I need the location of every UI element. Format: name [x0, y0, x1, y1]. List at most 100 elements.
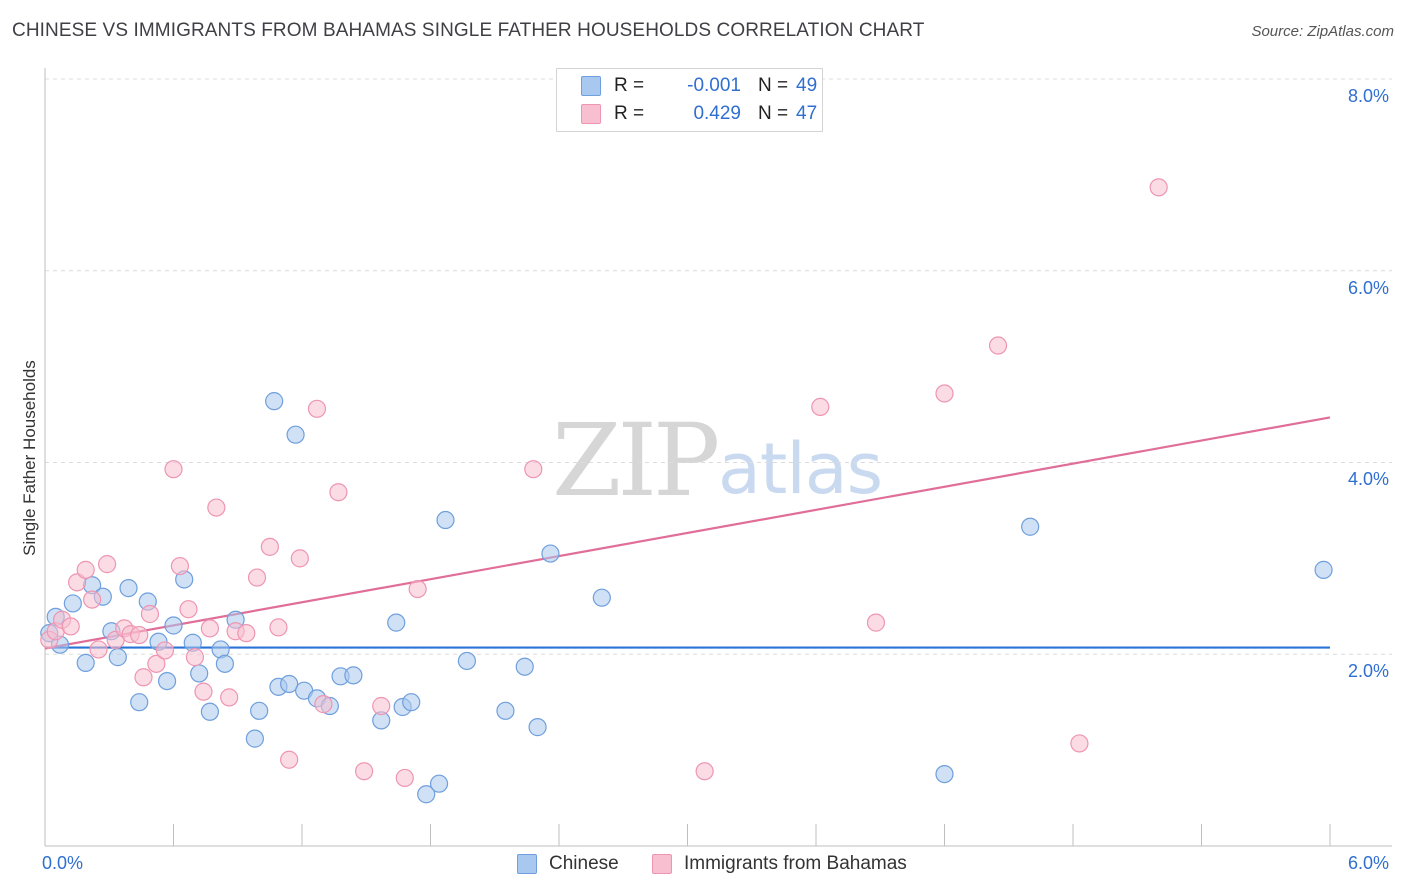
chinese-point	[496, 701, 515, 720]
bahamas-point	[130, 625, 149, 645]
bahamas-point	[695, 762, 714, 781]
bahamas-point	[866, 613, 886, 632]
chinese-point	[344, 666, 363, 685]
chinese-point	[280, 674, 299, 694]
legend-r-value: -0.001	[687, 75, 741, 96]
bahamas-point	[290, 549, 309, 568]
chinese-point	[108, 648, 127, 667]
bahamas-point	[207, 498, 226, 517]
bahamas-point	[329, 483, 348, 502]
legend-n-value: 49	[796, 75, 818, 96]
legend-n-label: N =	[758, 103, 789, 124]
bahamas-point	[269, 618, 288, 637]
axes	[44, 68, 1392, 847]
y-tick-label-2: 2.0%	[1348, 661, 1390, 681]
chinese-point	[76, 653, 95, 672]
bahamas-point	[811, 397, 830, 416]
chinese-point	[402, 693, 421, 712]
chinese-point	[164, 616, 183, 635]
chinese-point	[286, 425, 305, 444]
bahamas-point	[260, 537, 279, 556]
bahamas-point	[1070, 734, 1089, 753]
x-tick-label-min: 0.0%	[42, 853, 84, 873]
legend-r-label: R =	[614, 75, 645, 96]
bahamas-point	[98, 555, 117, 574]
chinese-point	[265, 392, 284, 411]
chinese-point	[429, 774, 449, 793]
chinese-point	[436, 510, 455, 530]
legend-n-label: N =	[758, 75, 789, 96]
chinese-point	[215, 654, 234, 673]
watermark-atlas: atlas	[718, 428, 883, 510]
chinese-point	[515, 657, 534, 676]
bahamas-point	[164, 460, 183, 479]
bahamas-point	[408, 579, 427, 599]
correlation-legend: R = -0.001 N = 49 R = 0.429 N = 47	[556, 68, 823, 132]
chinese-point	[245, 729, 264, 748]
chinese-point	[387, 613, 406, 632]
bahamas-point	[220, 688, 239, 707]
bottom-legend-label: Chinese	[549, 853, 619, 874]
chinese-point	[457, 651, 477, 671]
chinese-point	[63, 594, 82, 613]
bahamas-point	[155, 641, 175, 660]
chinese-point	[200, 702, 220, 721]
bahamas-point	[170, 556, 190, 576]
bottom-legend-label: Immigrants from Bahamas	[684, 853, 907, 874]
trend-lines	[44, 416, 1331, 650]
chinese-point	[190, 664, 209, 683]
bahamas-point	[140, 604, 160, 624]
x-tick-label-max: 6.0%	[1348, 853, 1390, 873]
chinese-point	[528, 718, 547, 737]
bahamas-point	[179, 600, 198, 619]
bahamas-point	[395, 768, 414, 788]
bahamas-point	[200, 619, 220, 638]
source-credit: Source: ZipAtlas.com	[1251, 23, 1394, 40]
bahamas-point	[147, 654, 166, 673]
chinese-point	[157, 671, 177, 691]
bahamas-point	[185, 648, 205, 667]
chinese-point	[130, 693, 149, 712]
chinese-point	[1314, 560, 1333, 579]
legend-swatch-pink	[581, 104, 601, 124]
bahamas-point	[76, 560, 95, 579]
bahamas-point	[83, 590, 102, 609]
bahamas-point	[372, 696, 391, 716]
bahamas-trend-line	[44, 416, 1331, 650]
y-tick-label-6: 6.0%	[1348, 278, 1390, 298]
legend-swatch-blue	[581, 76, 601, 96]
watermark-zip: ZIP	[552, 402, 720, 519]
data-points	[40, 178, 1333, 804]
chinese-point	[417, 785, 436, 804]
bahamas-point	[194, 682, 213, 701]
bahamas-point	[61, 617, 80, 636]
chinese-point	[935, 764, 954, 784]
legend-n-value: 47	[796, 103, 818, 124]
bahamas-point	[988, 336, 1008, 355]
bottom-legend-swatch-blue	[517, 854, 537, 874]
y-tick-label-8: 8.0%	[1348, 86, 1390, 106]
chinese-point	[592, 588, 611, 607]
bahamas-point	[247, 568, 267, 587]
bahamas-point	[134, 668, 153, 687]
bahamas-point	[355, 762, 374, 781]
chinese-point	[119, 578, 138, 598]
bahamas-point	[524, 460, 543, 479]
chinese-point	[250, 701, 269, 720]
bahamas-point	[280, 750, 299, 769]
legend-r-value: 0.429	[693, 103, 741, 124]
bahamas-point	[89, 640, 108, 659]
bahamas-point	[314, 695, 333, 714]
gridlines	[45, 78, 1392, 655]
legend-r-label: R =	[614, 103, 645, 124]
chinese-point	[541, 544, 560, 563]
bahamas-point	[68, 573, 87, 592]
chinese-point	[1021, 517, 1040, 536]
bottom-legend-swatch-pink	[652, 854, 672, 874]
bahamas-point	[935, 384, 954, 403]
bahamas-point	[307, 399, 327, 418]
bahamas-point	[1149, 178, 1168, 197]
bahamas-point	[237, 624, 256, 643]
chart-title: CHINESE VS IMMIGRANTS FROM BAHAMAS SINGL…	[12, 20, 925, 41]
